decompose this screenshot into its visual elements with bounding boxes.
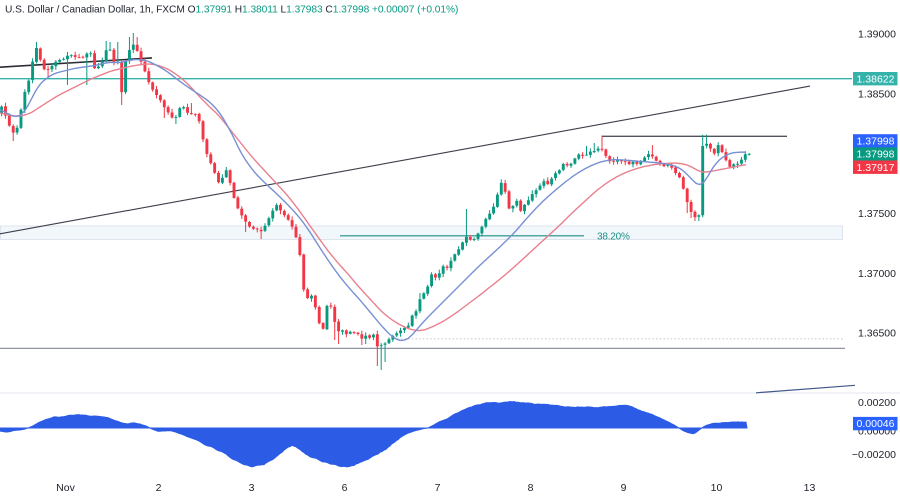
svg-text:1.37917: 1.37917 [857, 162, 895, 174]
svg-text:8: 8 [528, 482, 534, 494]
svg-text:0.00046: 0.00046 [857, 418, 895, 430]
svg-text:1.37998: 1.37998 [857, 149, 895, 161]
svg-text:2: 2 [156, 482, 162, 494]
svg-text:1.36500: 1.36500 [858, 328, 896, 340]
svg-text:6: 6 [342, 482, 348, 494]
svg-text:1.38622: 1.38622 [857, 73, 895, 85]
svg-text:1.38500: 1.38500 [858, 89, 896, 101]
svg-text:1.37000: 1.37000 [858, 268, 896, 280]
svg-text:9: 9 [621, 482, 627, 494]
svg-text:10: 10 [711, 482, 723, 494]
svg-text:1.39000: 1.39000 [858, 29, 896, 41]
svg-text:0.00200: 0.00200 [858, 397, 896, 409]
svg-text:38.20%: 38.20% [597, 231, 630, 242]
svg-text:U.S. Dollar / Canadian Dollar,: U.S. Dollar / Canadian Dollar, 1h, FXCM … [5, 5, 458, 16]
svg-text:−0.00200: −0.00200 [852, 449, 896, 461]
svg-text:3: 3 [249, 482, 255, 494]
svg-text:7: 7 [435, 482, 441, 494]
svg-text:13: 13 [804, 482, 816, 494]
svg-text:1.37998: 1.37998 [857, 136, 895, 148]
svg-text:Nov: Nov [56, 482, 75, 494]
svg-text:1.37500: 1.37500 [858, 208, 896, 220]
